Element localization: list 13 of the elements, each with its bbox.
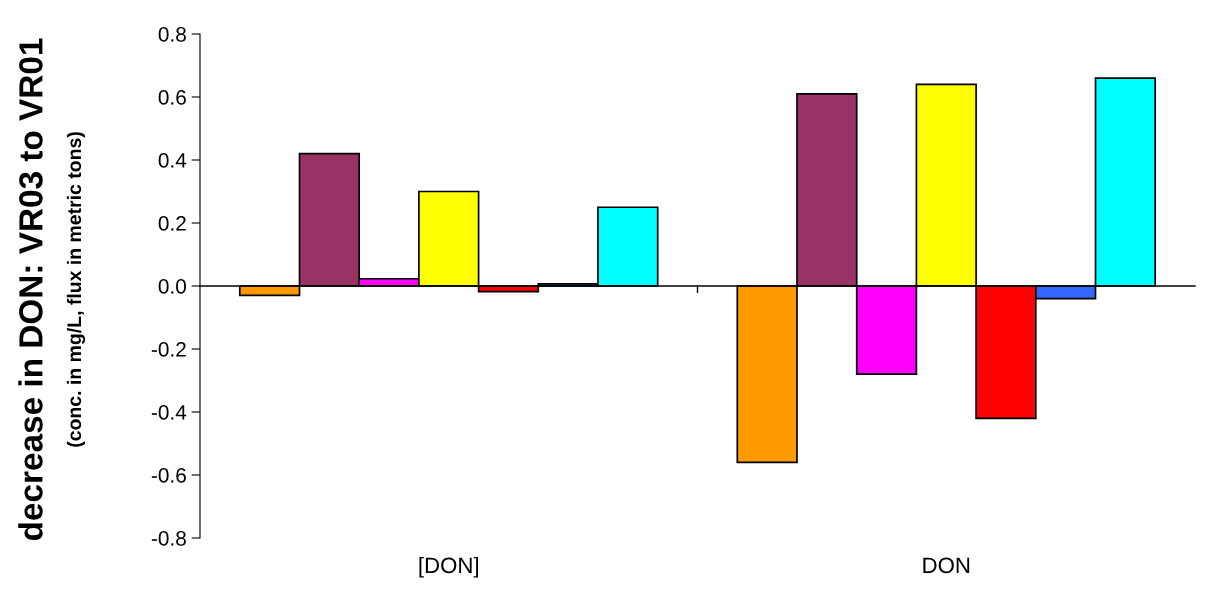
y-tick-label: -0.6 — [151, 468, 186, 483]
y-tick-label: -0.2 — [151, 342, 186, 357]
y-tick-label: 0.4 — [158, 153, 187, 168]
x-tick-label: [DON] — [419, 556, 479, 578]
x-tick-label: DON — [923, 557, 970, 574]
y-tick-label: 0.6 — [158, 90, 186, 105]
y-tick-label: 0.8 — [158, 27, 186, 42]
text: (conc. in mg/L, flux in metric tons) — [66, 132, 86, 447]
y-tick-label: 0.2 — [158, 216, 186, 231]
y-tick-label: 0.0 — [158, 279, 186, 294]
y-tick-label: -0.4 — [151, 405, 187, 420]
y-axis-title: decrease in DON: VR03 to VR01 — [18, 38, 43, 541]
y-tick-label: -0.8 — [151, 531, 186, 546]
